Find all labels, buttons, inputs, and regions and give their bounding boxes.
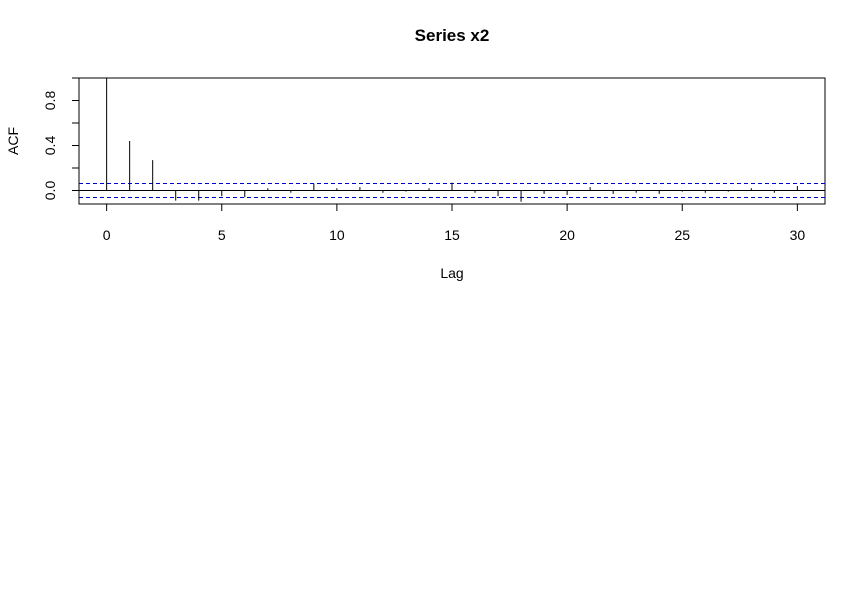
x-tick-label-5: 5: [218, 227, 226, 243]
x-axis-label: Lag: [440, 265, 463, 281]
x-tick-label-15: 15: [444, 227, 460, 243]
x-tick-label-0: 0: [103, 227, 111, 243]
x-tick-label-25: 25: [674, 227, 690, 243]
y-axis: 0.0 0.4 0.8: [42, 77, 80, 201]
y-tick-label-4: 0.8: [42, 91, 58, 111]
y-tick-label-2: 0.4: [42, 136, 58, 156]
y-tick-label-0: 0.0: [42, 181, 58, 201]
x-tick-label-20: 20: [559, 227, 575, 243]
acf-bars: [106, 78, 798, 202]
y-axis-label: ACF: [5, 127, 21, 155]
x-tick-label-10: 10: [329, 227, 345, 243]
x-axis: 0 5 10 15 20 25 30: [103, 203, 806, 243]
x-tick-label-30: 30: [790, 227, 806, 243]
chart-title: Series x2: [415, 26, 490, 45]
